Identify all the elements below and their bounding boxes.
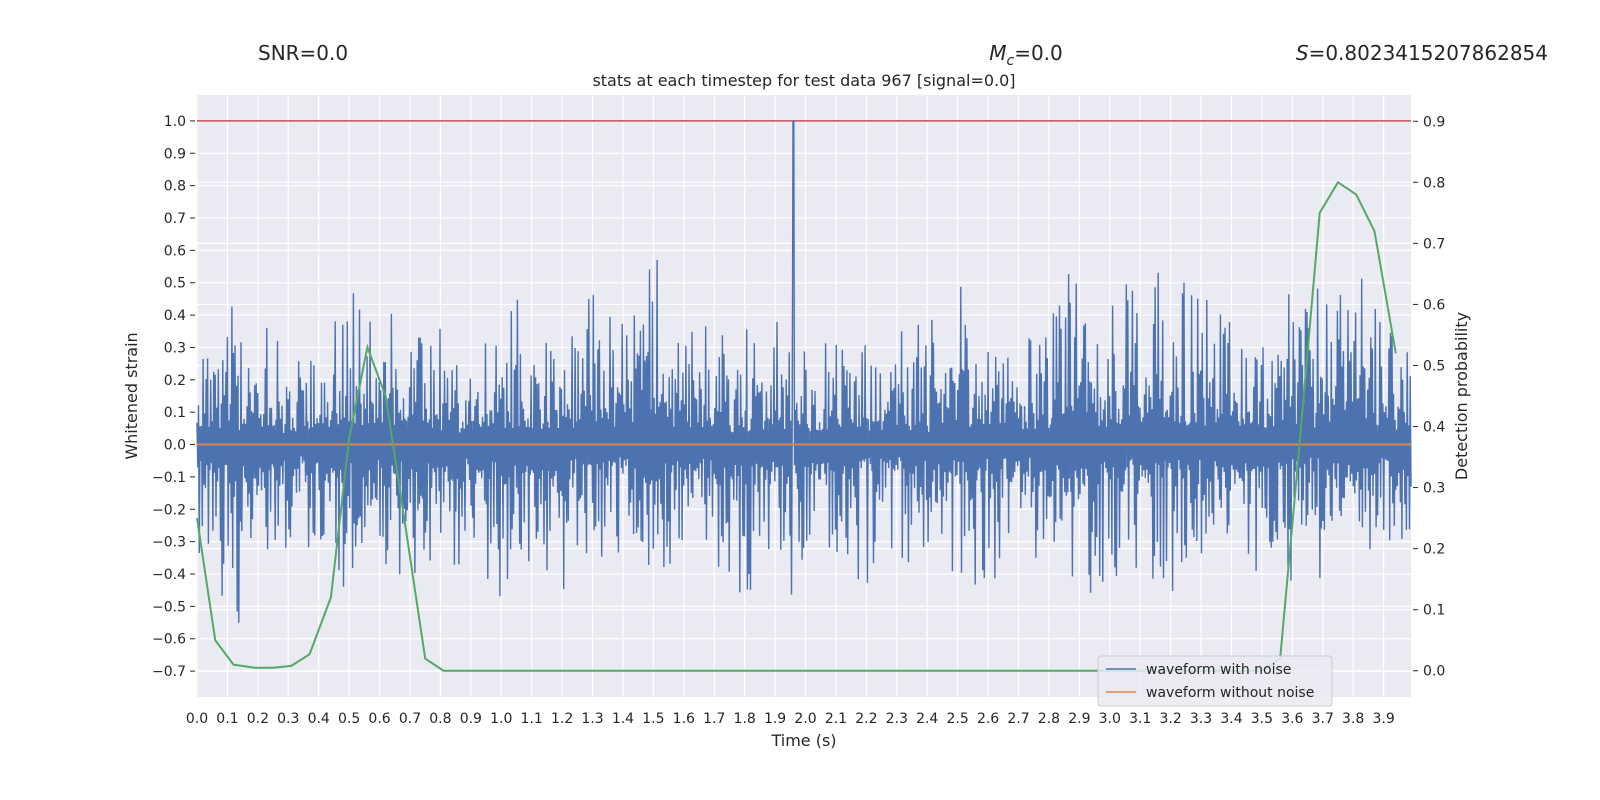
- y-tick-label: −0.7: [152, 664, 186, 680]
- x-tick-label: 2.5: [947, 711, 969, 727]
- legend-label-noisy: waveform with noise: [1146, 662, 1291, 678]
- y-tick-label: 0.9: [164, 146, 186, 162]
- x-tick-label: 0.0: [186, 711, 208, 727]
- y2-tick-label: 0.7: [1423, 236, 1445, 252]
- y-tick-label: 0.6: [164, 243, 186, 259]
- chart-title: stats at each timestep for test data 967…: [592, 71, 1015, 90]
- x-tick-label: 2.2: [855, 711, 877, 727]
- x-tick-label: 0.8: [429, 711, 451, 727]
- x-tick-label: 1.2: [551, 711, 573, 727]
- x-tick-label: 1.8: [734, 711, 756, 727]
- y-tick-label: 0.4: [164, 308, 186, 324]
- series-layer: [196, 120, 1412, 672]
- ticks-layer: 0.0 0.1 0.2 0.3 0.4 0.5 0.6 0.7 0.8 0.9 1.0 1.1 1.2 1…: [152, 114, 1445, 727]
- score-symbol: S: [1295, 41, 1309, 65]
- x-tick-label: 2.9: [1068, 711, 1090, 727]
- y2-tick-label: 0.6: [1423, 297, 1445, 313]
- x-tick-label: 1.4: [612, 711, 634, 727]
- y2-tick-label: 0.8: [1423, 175, 1445, 191]
- x-tick-label: 1.5: [642, 711, 664, 727]
- x-tick-label: 0.6: [368, 711, 390, 727]
- y-tick-label: −0.1: [152, 470, 186, 486]
- score-annotation: S=0.8023415207862854: [1296, 41, 1548, 65]
- chirp-mass-subscript: c: [1006, 53, 1015, 69]
- x-tick-label: 3.6: [1281, 711, 1303, 727]
- x-tick-label: 3.5: [1251, 711, 1273, 727]
- x-tick-label: 3.1: [1129, 711, 1151, 727]
- x-axis-label: Time (s): [770, 731, 836, 750]
- y-tick-label: 0.0: [164, 438, 186, 454]
- y2-tick-label: 0.0: [1423, 664, 1445, 680]
- y-tick-label: −0.3: [152, 535, 186, 551]
- x-tick-label: 2.6: [977, 711, 999, 727]
- x-tick-label: 3.2: [1160, 711, 1182, 727]
- score-value: =0.8023415207862854: [1308, 41, 1548, 65]
- x-tick-label: 1.0: [490, 711, 512, 727]
- x-tick-label: 2.0: [794, 711, 816, 727]
- x-tick-label: 0.2: [247, 711, 269, 727]
- y-tick-label: −0.2: [152, 502, 186, 518]
- y2-axis-label: Detection probability: [1452, 312, 1471, 480]
- series-waveform-with-noise: [196, 120, 1412, 623]
- x-tick-label: 2.1: [825, 711, 847, 727]
- x-tick-label: 0.3: [277, 711, 299, 727]
- x-tick-label: 0.4: [308, 711, 330, 727]
- x-tick-label: 3.3: [1190, 711, 1212, 727]
- x-tick-label: 1.7: [703, 711, 725, 727]
- x-tick-label: 3.7: [1312, 711, 1334, 727]
- y-tick-label: 0.1: [164, 405, 186, 421]
- x-tick-label: 1.9: [764, 711, 786, 727]
- y2-tick-label: 0.1: [1423, 603, 1445, 619]
- y-tick-label: −0.5: [152, 599, 186, 615]
- y-tick-label: 0.8: [164, 179, 186, 195]
- snr-annotation: SNR=0.0: [258, 41, 349, 65]
- x-tick-label: 2.7: [1007, 711, 1029, 727]
- y-tick-label: 0.7: [164, 211, 186, 227]
- x-tick-label: 0.5: [338, 711, 360, 727]
- y2-tick-label: 0.2: [1423, 542, 1445, 558]
- x-tick-label: 3.4: [1220, 711, 1242, 727]
- x-tick-label: 1.6: [673, 711, 695, 727]
- y-tick-label: 0.2: [164, 373, 186, 389]
- y2-tick-label: 0.3: [1423, 481, 1445, 497]
- x-tick-label: 3.9: [1372, 711, 1394, 727]
- x-tick-label: 2.8: [1038, 711, 1060, 727]
- y-axis-label: Whitened strain: [122, 332, 141, 459]
- y2-tick-label: 0.5: [1423, 358, 1445, 374]
- chirp-mass-symbol: M: [989, 41, 1007, 65]
- x-tick-label: 2.3: [886, 711, 908, 727]
- y2-tick-label: 0.4: [1423, 420, 1445, 436]
- y-tick-label: −0.6: [152, 632, 186, 648]
- chirp-mass-value: =0.0: [1014, 41, 1063, 65]
- x-tick-label: 2.4: [916, 711, 938, 727]
- x-tick-label: 0.1: [216, 711, 238, 727]
- y-tick-label: −0.4: [152, 567, 186, 583]
- legend-box: [1097, 655, 1333, 707]
- y2-tick-label: 0.9: [1423, 114, 1445, 130]
- y-tick-label: 1.0: [164, 114, 186, 130]
- chirp-mass-annotation: Mc=0.0: [989, 41, 1063, 69]
- x-tick-label: 3.8: [1342, 711, 1364, 727]
- legend-label-clean: waveform without noise: [1146, 685, 1314, 701]
- series-detection-probability: [196, 180, 1397, 672]
- x-tick-label: 0.7: [399, 711, 421, 727]
- y-tick-label: 0.3: [164, 340, 186, 356]
- x-tick-label: 0.9: [460, 711, 482, 727]
- x-tick-label: 1.3: [581, 711, 603, 727]
- legend: waveform with noise waveform without noi…: [1097, 655, 1333, 707]
- y-tick-label: 0.5: [164, 276, 186, 292]
- x-tick-label: 1.1: [521, 711, 543, 727]
- x-tick-label: 3.0: [1099, 711, 1121, 727]
